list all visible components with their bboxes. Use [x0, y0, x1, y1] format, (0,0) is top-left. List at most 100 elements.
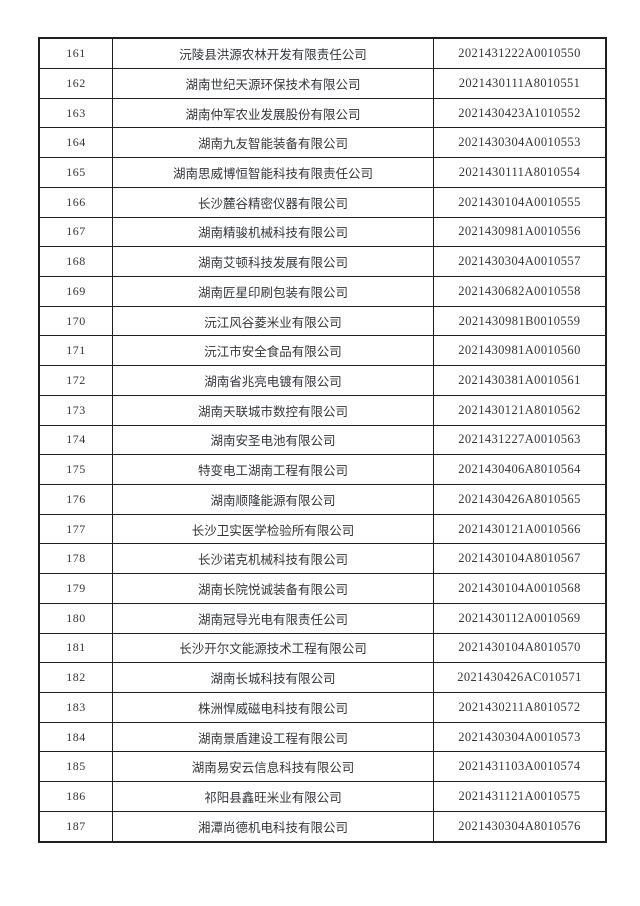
company-code-cell: 2021430304A0010573 — [433, 721, 607, 753]
row-number-cell: 186 — [38, 781, 113, 812]
company-name-cell: 湘潭尚德机电科技有限公司 — [112, 810, 434, 843]
company-code-cell: 2021430104A8010567 — [433, 543, 607, 575]
table-row: 171 沅江市安全食品有限公司 2021430981A0010560 — [38, 335, 607, 367]
row-number-cell: 163 — [38, 97, 113, 129]
row-number-cell: 166 — [38, 186, 113, 218]
company-name-cell: 沅陵县洪源农林开发有限责任公司 — [112, 37, 434, 69]
row-number-cell: 165 — [38, 157, 113, 188]
table-row: 183 株洲悍威磁电科技有限公司 2021430211A8010572 — [38, 692, 607, 723]
company-name-cell: 湖南精骏机械科技有限公司 — [112, 216, 434, 248]
table-row: 185 湖南易安云信息科技有限公司 2021431103A0010574 — [38, 751, 607, 783]
table-row: 164 湖南九友智能装备有限公司 2021430304A0010553 — [38, 127, 607, 159]
table-row: 187 湘潭尚德机电科技有限公司 2021430304A8010576 — [38, 810, 607, 843]
row-number-cell: 172 — [38, 365, 113, 396]
company-name-cell: 特变电工湖南工程有限公司 — [112, 454, 434, 486]
table-row: 177 长沙卫实医学检验所有限公司 2021430121A0010566 — [38, 513, 607, 545]
company-name-cell: 湖南世纪天源环保技术有限公司 — [112, 67, 434, 99]
row-number-cell: 178 — [38, 543, 113, 575]
company-code-cell: 2021430111A8010554 — [433, 157, 607, 188]
company-name-cell: 湖南九友智能装备有限公司 — [112, 127, 434, 159]
table-row: 181 长沙开尔文能源技术工程有限公司 2021430104A8010570 — [38, 632, 607, 664]
company-code-cell: 2021430121A8010562 — [433, 394, 607, 426]
company-code-cell: 2021430682A0010558 — [433, 275, 607, 307]
table-row: 180 湖南冠导光电有限责任公司 2021430112A0010569 — [38, 602, 607, 634]
company-name-cell: 长沙开尔文能源技术工程有限公司 — [112, 632, 434, 664]
company-name-cell: 株洲悍威磁电科技有限公司 — [112, 692, 434, 723]
company-code-cell: 2021430112A0010569 — [433, 602, 607, 634]
row-number-cell: 164 — [38, 127, 113, 159]
row-number-cell: 176 — [38, 484, 113, 515]
company-code-cell: 2021430304A8010576 — [433, 810, 607, 843]
table-row: 184 湖南景盾建设工程有限公司 2021430304A0010573 — [38, 721, 607, 753]
row-number-cell: 171 — [38, 335, 113, 367]
table-row: 169 湖南匠星印刷包装有限公司 2021430682A0010558 — [38, 275, 607, 307]
company-code-cell: 2021430211A8010572 — [433, 692, 607, 723]
company-name-cell: 湖南天联城市数控有限公司 — [112, 394, 434, 426]
company-name-cell: 湖南景盾建设工程有限公司 — [112, 721, 434, 753]
company-name-cell: 湖南安圣电池有限公司 — [112, 424, 434, 456]
table-row: 186 祁阳县鑫旺米业有限公司 2021431121A0010575 — [38, 781, 607, 812]
company-name-cell: 湖南冠导光电有限责任公司 — [112, 602, 434, 634]
table-row: 179 湖南长院悦诚装备有限公司 2021430104A0010568 — [38, 573, 607, 604]
row-number-cell: 162 — [38, 67, 113, 99]
company-name-cell: 湖南思威博恒智能科技有限责任公司 — [112, 157, 434, 188]
row-number-cell: 184 — [38, 721, 113, 753]
company-name-cell: 长沙卫实医学检验所有限公司 — [112, 513, 434, 545]
row-number-cell: 168 — [38, 246, 113, 277]
company-name-cell: 长沙诺克机械科技有限公司 — [112, 543, 434, 575]
company-name-cell: 湖南顺隆能源有限公司 — [112, 484, 434, 515]
row-number-cell: 170 — [38, 305, 113, 337]
row-number-cell: 174 — [38, 424, 113, 456]
table-row: 178 长沙诺克机械科技有限公司 2021430104A8010567 — [38, 543, 607, 575]
table-row: 167 湖南精骏机械科技有限公司 2021430981A0010556 — [38, 216, 607, 248]
company-code-cell: 2021431121A0010575 — [433, 781, 607, 812]
company-name-cell: 湖南省兆亮电镀有限公司 — [112, 365, 434, 396]
company-table-body: 161 沅陵县洪源农林开发有限责任公司 2021431222A0010550 1… — [38, 37, 607, 843]
company-name-cell: 长沙麓谷精密仪器有限公司 — [112, 186, 434, 218]
company-code-cell: 2021430121A0010566 — [433, 513, 607, 545]
table-row: 182 湖南长城科技有限公司 2021430426AC010571 — [38, 662, 607, 694]
company-code-cell: 2021430981A0010560 — [433, 335, 607, 367]
company-table: 161 沅陵县洪源农林开发有限责任公司 2021431222A0010550 1… — [38, 37, 607, 843]
company-code-cell: 2021430426A8010565 — [433, 484, 607, 515]
row-number-cell: 177 — [38, 513, 113, 545]
company-code-cell: 2021430426AC010571 — [433, 662, 607, 694]
row-number-cell: 185 — [38, 751, 113, 783]
row-number-cell: 181 — [38, 632, 113, 664]
company-code-cell: 2021430104A8010570 — [433, 632, 607, 664]
table-row: 162 湖南世纪天源环保技术有限公司 2021430111A8010551 — [38, 67, 607, 99]
table-row: 161 沅陵县洪源农林开发有限责任公司 2021431222A0010550 — [38, 37, 607, 69]
company-name-cell: 沅江市安全食品有限公司 — [112, 335, 434, 367]
company-name-cell: 湖南长城科技有限公司 — [112, 662, 434, 694]
company-code-cell: 2021430981A0010556 — [433, 216, 607, 248]
row-number-cell: 175 — [38, 454, 113, 486]
table-row: 173 湖南天联城市数控有限公司 2021430121A8010562 — [38, 394, 607, 426]
table-row: 165 湖南思威博恒智能科技有限责任公司 2021430111A8010554 — [38, 157, 607, 188]
company-code-cell: 2021430406A8010564 — [433, 454, 607, 486]
row-number-cell: 182 — [38, 662, 113, 694]
company-name-cell: 湖南长院悦诚装备有限公司 — [112, 573, 434, 604]
table-row: 163 湖南仲军农业发展股份有限公司 2021430423A1010552 — [38, 97, 607, 129]
row-number-cell: 179 — [38, 573, 113, 604]
row-number-cell: 173 — [38, 394, 113, 426]
table-row: 174 湖南安圣电池有限公司 2021431227A0010563 — [38, 424, 607, 456]
row-number-cell: 161 — [38, 37, 113, 69]
row-number-cell: 187 — [38, 810, 113, 843]
company-code-cell: 2021431222A0010550 — [433, 37, 607, 69]
company-name-cell: 湖南匠星印刷包装有限公司 — [112, 275, 434, 307]
table-row: 170 沅江风谷菱米业有限公司 2021430981B0010559 — [38, 305, 607, 337]
company-code-cell: 2021430981B0010559 — [433, 305, 607, 337]
row-number-cell: 183 — [38, 692, 113, 723]
table-row: 166 长沙麓谷精密仪器有限公司 2021430104A0010555 — [38, 186, 607, 218]
company-code-cell: 2021430104A0010568 — [433, 573, 607, 604]
table-row: 175 特变电工湖南工程有限公司 2021430406A8010564 — [38, 454, 607, 486]
company-code-cell: 2021430381A0010561 — [433, 365, 607, 396]
company-name-cell: 湖南艾顿科技发展有限公司 — [112, 246, 434, 277]
company-code-cell: 2021430104A0010555 — [433, 186, 607, 218]
company-name-cell: 祁阳县鑫旺米业有限公司 — [112, 781, 434, 812]
company-name-cell: 湖南易安云信息科技有限公司 — [112, 751, 434, 783]
row-number-cell: 180 — [38, 602, 113, 634]
company-code-cell: 2021431227A0010563 — [433, 424, 607, 456]
company-name-cell: 沅江风谷菱米业有限公司 — [112, 305, 434, 337]
